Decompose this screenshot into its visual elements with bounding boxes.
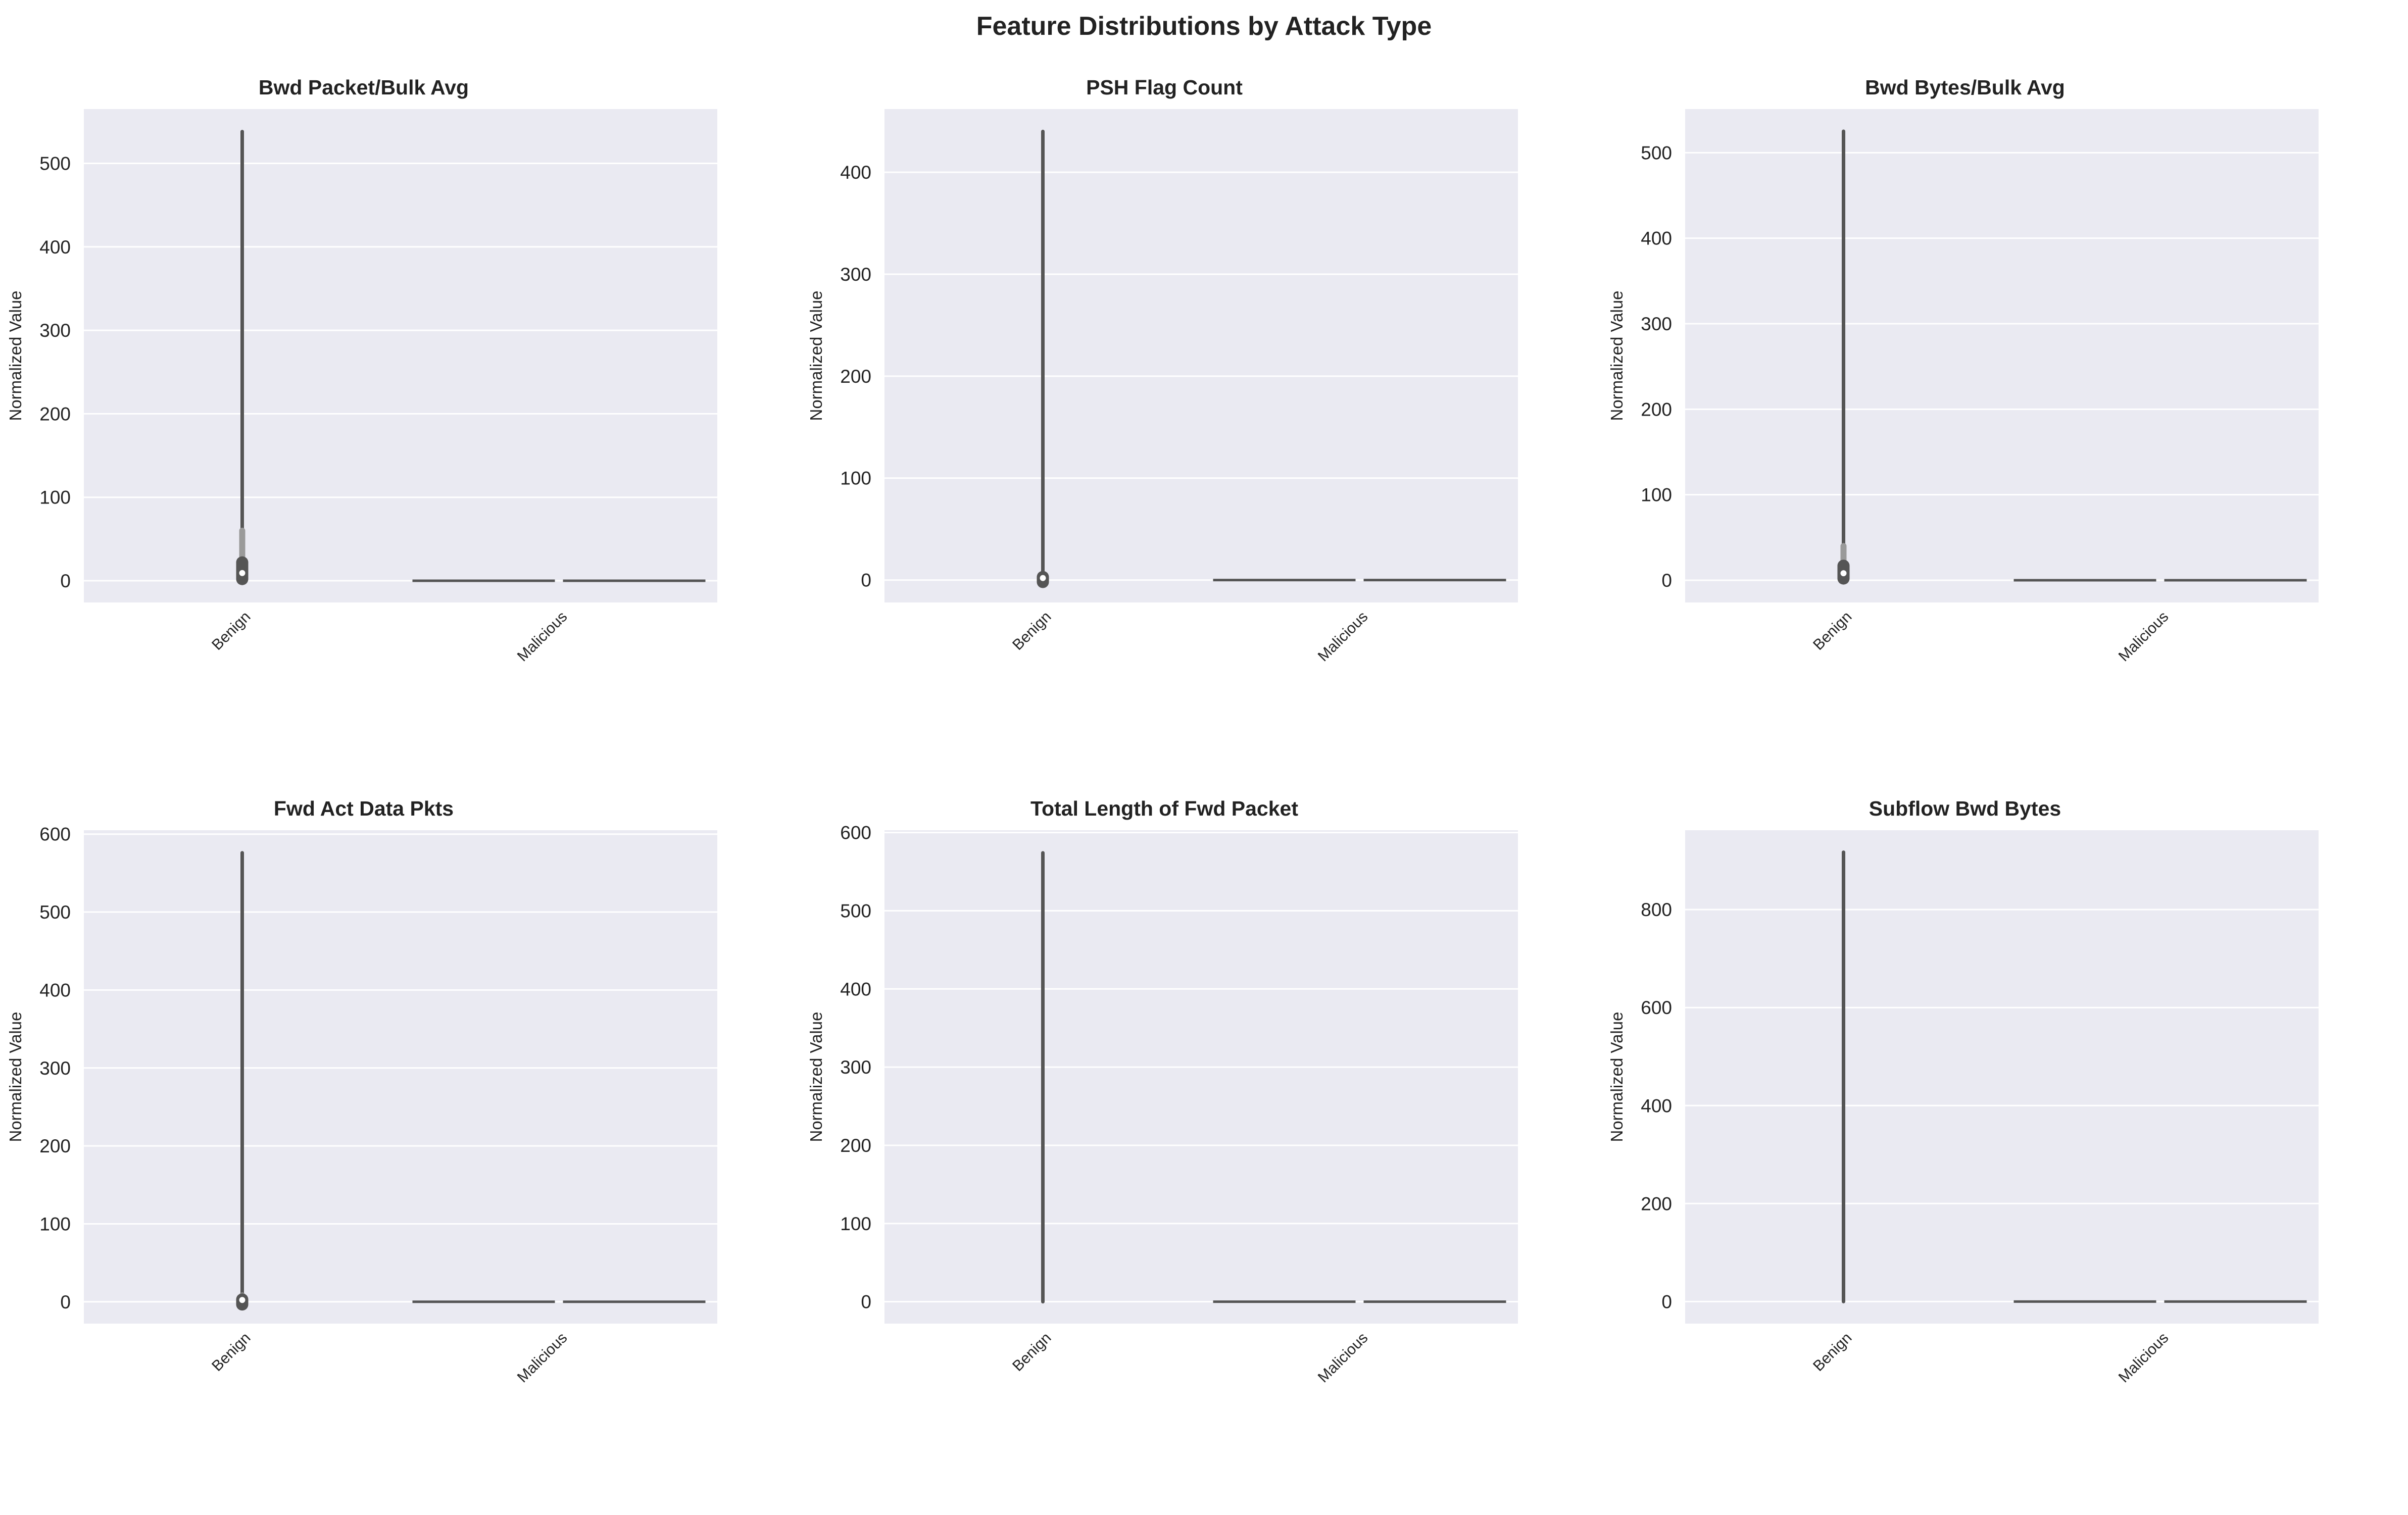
y-tick-label: 400: [39, 237, 71, 258]
y-tick-label: 600: [1641, 997, 1672, 1018]
subplot-3: Bwd Bytes/Bulk Avg 0 100 200 300 400 500 Norma…: [1607, 76, 2319, 677]
plot-area: [1685, 109, 2319, 602]
plot-area: [884, 830, 1518, 1324]
y-tick-label: 300: [1641, 314, 1672, 334]
subplot-title: PSH Flag Count: [1086, 76, 1243, 99]
y-tick-label: 100: [1641, 485, 1672, 506]
y-tick-label: 400: [840, 979, 871, 999]
subplot-2: PSH Flag Count 0 100 200 300 400 Normalized V…: [807, 76, 1518, 677]
violin-chart-1: 0 100 200 300 400 500 Normalized Value Benign Ma…: [6, 109, 717, 665]
y-tick-label: 100: [39, 487, 71, 508]
y-tick-label: 0: [60, 1292, 71, 1312]
violin-chart-4: 0 100 200 300 400 500 600 Normalized Value Benig…: [6, 824, 717, 1386]
y-tick-label: 500: [39, 153, 71, 174]
y-tick-label: 200: [840, 1135, 871, 1156]
x-tick-label: Malicious: [2116, 1330, 2172, 1386]
y-tick-label: 300: [840, 1057, 871, 1078]
y-tick-label: 500: [840, 900, 871, 921]
y-tick-label: 200: [39, 1136, 71, 1156]
y-tick-label: 800: [1641, 899, 1672, 920]
subplot-4: Fwd Act Data Pkts 0 100 200 300 400 500 600 Nor…: [6, 797, 717, 1398]
y-tick-label: 0: [60, 571, 71, 591]
subplot-1: Bwd Packet/Bulk Avg 0 100 200 300 400 500 Norm…: [6, 76, 717, 677]
x-tick-label: Malicious: [2116, 609, 2172, 665]
subplot-title: Fwd Act Data Pkts: [273, 797, 454, 820]
y-tick-label: 200: [39, 403, 71, 424]
x-tick-label: Benign: [209, 609, 254, 653]
x-tick-label: Benign: [1009, 1330, 1054, 1375]
y-tick-label: 100: [39, 1214, 71, 1234]
violin-chart-2: 0 100 200 300 400 Normalized Value Benign Malic…: [807, 109, 1518, 665]
y-tick-label: 100: [840, 468, 871, 489]
y-tick-label: 0: [861, 1292, 871, 1312]
subplot-title: Bwd Packet/Bulk Avg: [258, 76, 469, 99]
y-axis-label: Normalized Value: [6, 1012, 25, 1142]
y-axis-label: Normalized Value: [1607, 290, 1626, 421]
y-tick-label: 400: [1641, 1095, 1672, 1116]
x-tick-label: Benign: [209, 1330, 254, 1375]
y-tick-label: 400: [39, 980, 71, 1000]
figure-title: Feature Distributions by Attack Type: [976, 12, 1432, 41]
y-tick-label: 300: [840, 264, 871, 285]
x-tick-label: Benign: [1810, 609, 1855, 653]
violin-chart-5: 0 100 200 300 400 500 600 Normalized Value Benig…: [807, 823, 1518, 1386]
y-tick-label: 0: [1661, 1291, 1672, 1312]
plot-area: [84, 109, 717, 602]
y-tick-label: 200: [840, 366, 871, 387]
y-tick-label: 0: [861, 570, 871, 591]
y-axis-label: Normalized Value: [6, 290, 25, 421]
y-tick-label: 0: [1661, 570, 1672, 591]
plot-area: [884, 109, 1518, 602]
y-tick-label: 600: [39, 824, 71, 845]
x-tick-label: Malicious: [514, 1330, 571, 1386]
subplot-title: Bwd Bytes/Bulk Avg: [1865, 76, 2065, 99]
y-tick-label: 300: [39, 320, 71, 341]
y-tick-label: 400: [1641, 228, 1672, 249]
violin-chart-6: 0 200 400 600 800 Normalized Value Benign Malic…: [1607, 830, 2319, 1386]
y-tick-label: 200: [1641, 1193, 1672, 1214]
subplot-title: Total Length of Fwd Packet: [1030, 797, 1298, 820]
violin-median: [1040, 575, 1046, 581]
y-axis-label: Normalized Value: [807, 290, 825, 421]
subplot-5: Total Length of Fwd Packet 0 100 200 300 400…: [807, 797, 1518, 1398]
x-tick-label: Malicious: [1315, 609, 1371, 665]
y-axis-label: Normalized Value: [1607, 1012, 1626, 1142]
y-axis-label: Normalized Value: [807, 1012, 825, 1142]
x-tick-label: Malicious: [1315, 1330, 1371, 1386]
subplot-title: Subflow Bwd Bytes: [1869, 797, 2061, 820]
subplot-6: Subflow Bwd Bytes 0 200 400 600 800 Normalize…: [1607, 797, 2319, 1398]
plot-area: [84, 830, 717, 1324]
y-tick-label: 300: [39, 1058, 71, 1079]
y-tick-label: 600: [840, 823, 871, 843]
y-tick-label: 500: [39, 902, 71, 923]
plot-area: [1685, 830, 2319, 1324]
x-tick-label: Malicious: [514, 609, 571, 665]
violin-median: [239, 1297, 245, 1303]
x-tick-label: Benign: [1810, 1330, 1855, 1375]
violin-median: [239, 570, 245, 576]
x-tick-label: Benign: [1009, 609, 1054, 653]
y-tick-label: 200: [1641, 399, 1672, 420]
violin-chart-3: 0 100 200 300 400 500 Normalized Value Benign Ma…: [1607, 109, 2319, 665]
y-tick-label: 400: [840, 162, 871, 183]
y-tick-label: 100: [840, 1214, 871, 1234]
y-tick-label: 500: [1641, 142, 1672, 163]
violin-median: [1840, 570, 1847, 577]
